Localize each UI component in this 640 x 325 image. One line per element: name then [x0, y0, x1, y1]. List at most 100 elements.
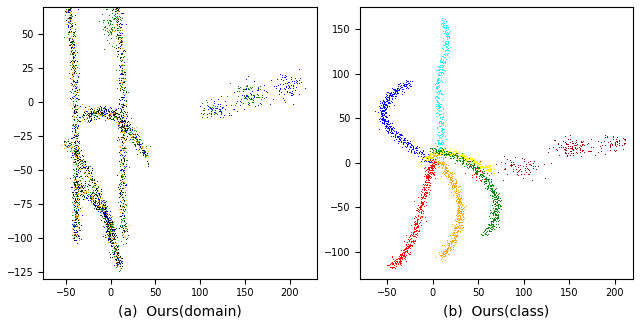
Point — [410, 234, 420, 239]
Point — [429, 162, 439, 168]
Point — [440, 248, 451, 254]
Point — [65, 13, 75, 18]
Point — [520, 167, 531, 173]
Point — [402, 84, 412, 89]
Point — [405, 145, 415, 150]
Point — [389, 133, 399, 138]
Point — [444, 174, 454, 179]
Point — [440, 150, 450, 155]
Point — [392, 86, 403, 91]
Point — [444, 150, 454, 155]
Point — [111, 247, 122, 252]
Point — [115, 56, 125, 61]
Point — [117, 34, 127, 40]
Point — [105, 231, 115, 237]
Point — [435, 103, 445, 108]
Point — [432, 80, 442, 85]
Point — [61, 139, 72, 144]
Point — [116, 38, 127, 43]
Point — [73, 220, 83, 225]
Point — [63, 136, 73, 141]
Point — [455, 152, 465, 157]
Point — [481, 226, 492, 231]
Point — [435, 149, 445, 154]
Point — [406, 141, 416, 147]
Point — [88, 188, 99, 193]
Point — [392, 135, 403, 140]
Point — [391, 131, 401, 136]
Point — [68, 103, 78, 108]
Point — [382, 103, 392, 109]
Point — [425, 169, 435, 174]
Point — [444, 240, 454, 246]
Point — [61, 1, 71, 6]
Point — [480, 180, 490, 185]
Point — [433, 76, 443, 81]
Point — [74, 114, 84, 120]
Point — [105, 231, 115, 237]
Point — [106, 236, 116, 241]
Point — [216, 110, 226, 115]
Point — [450, 233, 460, 238]
Point — [456, 155, 467, 160]
Point — [93, 108, 103, 113]
Point — [121, 202, 131, 207]
Point — [102, 203, 112, 209]
Point — [472, 164, 483, 169]
Point — [118, 128, 128, 133]
Point — [73, 184, 83, 189]
Point — [67, 30, 77, 35]
Point — [116, 51, 127, 57]
Point — [457, 228, 467, 233]
Point — [67, 49, 77, 55]
Point — [236, 92, 246, 97]
Point — [479, 174, 489, 179]
Point — [291, 85, 301, 90]
Point — [117, 94, 127, 99]
Point — [96, 111, 106, 116]
Point — [487, 210, 497, 215]
Point — [88, 111, 99, 116]
Point — [94, 110, 104, 115]
Point — [118, 228, 129, 233]
Point — [471, 158, 481, 163]
Point — [419, 154, 429, 159]
Point — [572, 142, 582, 147]
Point — [69, 236, 79, 241]
Point — [492, 206, 502, 212]
Point — [449, 183, 460, 188]
Point — [215, 107, 225, 112]
Point — [392, 86, 403, 92]
Point — [377, 107, 387, 112]
Point — [458, 209, 468, 214]
Point — [119, 113, 129, 119]
Point — [492, 207, 502, 212]
Point — [92, 106, 102, 111]
Point — [400, 245, 410, 251]
Point — [394, 132, 404, 137]
Point — [119, 169, 129, 175]
Point — [479, 176, 490, 181]
Point — [104, 31, 115, 36]
Point — [468, 166, 478, 172]
Point — [487, 225, 497, 230]
Point — [79, 162, 89, 167]
Point — [418, 200, 428, 205]
Point — [423, 166, 433, 171]
Point — [432, 159, 442, 164]
Point — [383, 94, 394, 99]
Point — [68, 192, 78, 197]
Point — [67, 82, 77, 87]
Point — [119, 204, 129, 209]
Point — [99, 202, 109, 208]
Point — [69, 103, 79, 109]
Point — [436, 148, 446, 153]
Point — [235, 102, 245, 108]
Point — [120, 198, 131, 203]
Point — [97, 107, 107, 112]
Point — [97, 202, 108, 207]
Point — [69, 206, 79, 211]
Point — [70, 65, 80, 71]
Point — [90, 191, 100, 196]
Point — [481, 167, 492, 173]
